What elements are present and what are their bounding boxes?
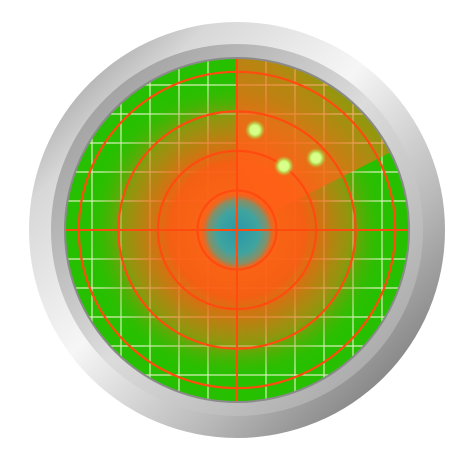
radar-screen bbox=[65, 58, 409, 402]
radar-blip bbox=[250, 125, 260, 135]
radar-blips bbox=[245, 120, 326, 176]
radar-blip bbox=[311, 153, 321, 163]
radar-blip bbox=[279, 161, 289, 171]
radar-screen-rim bbox=[64, 57, 410, 403]
